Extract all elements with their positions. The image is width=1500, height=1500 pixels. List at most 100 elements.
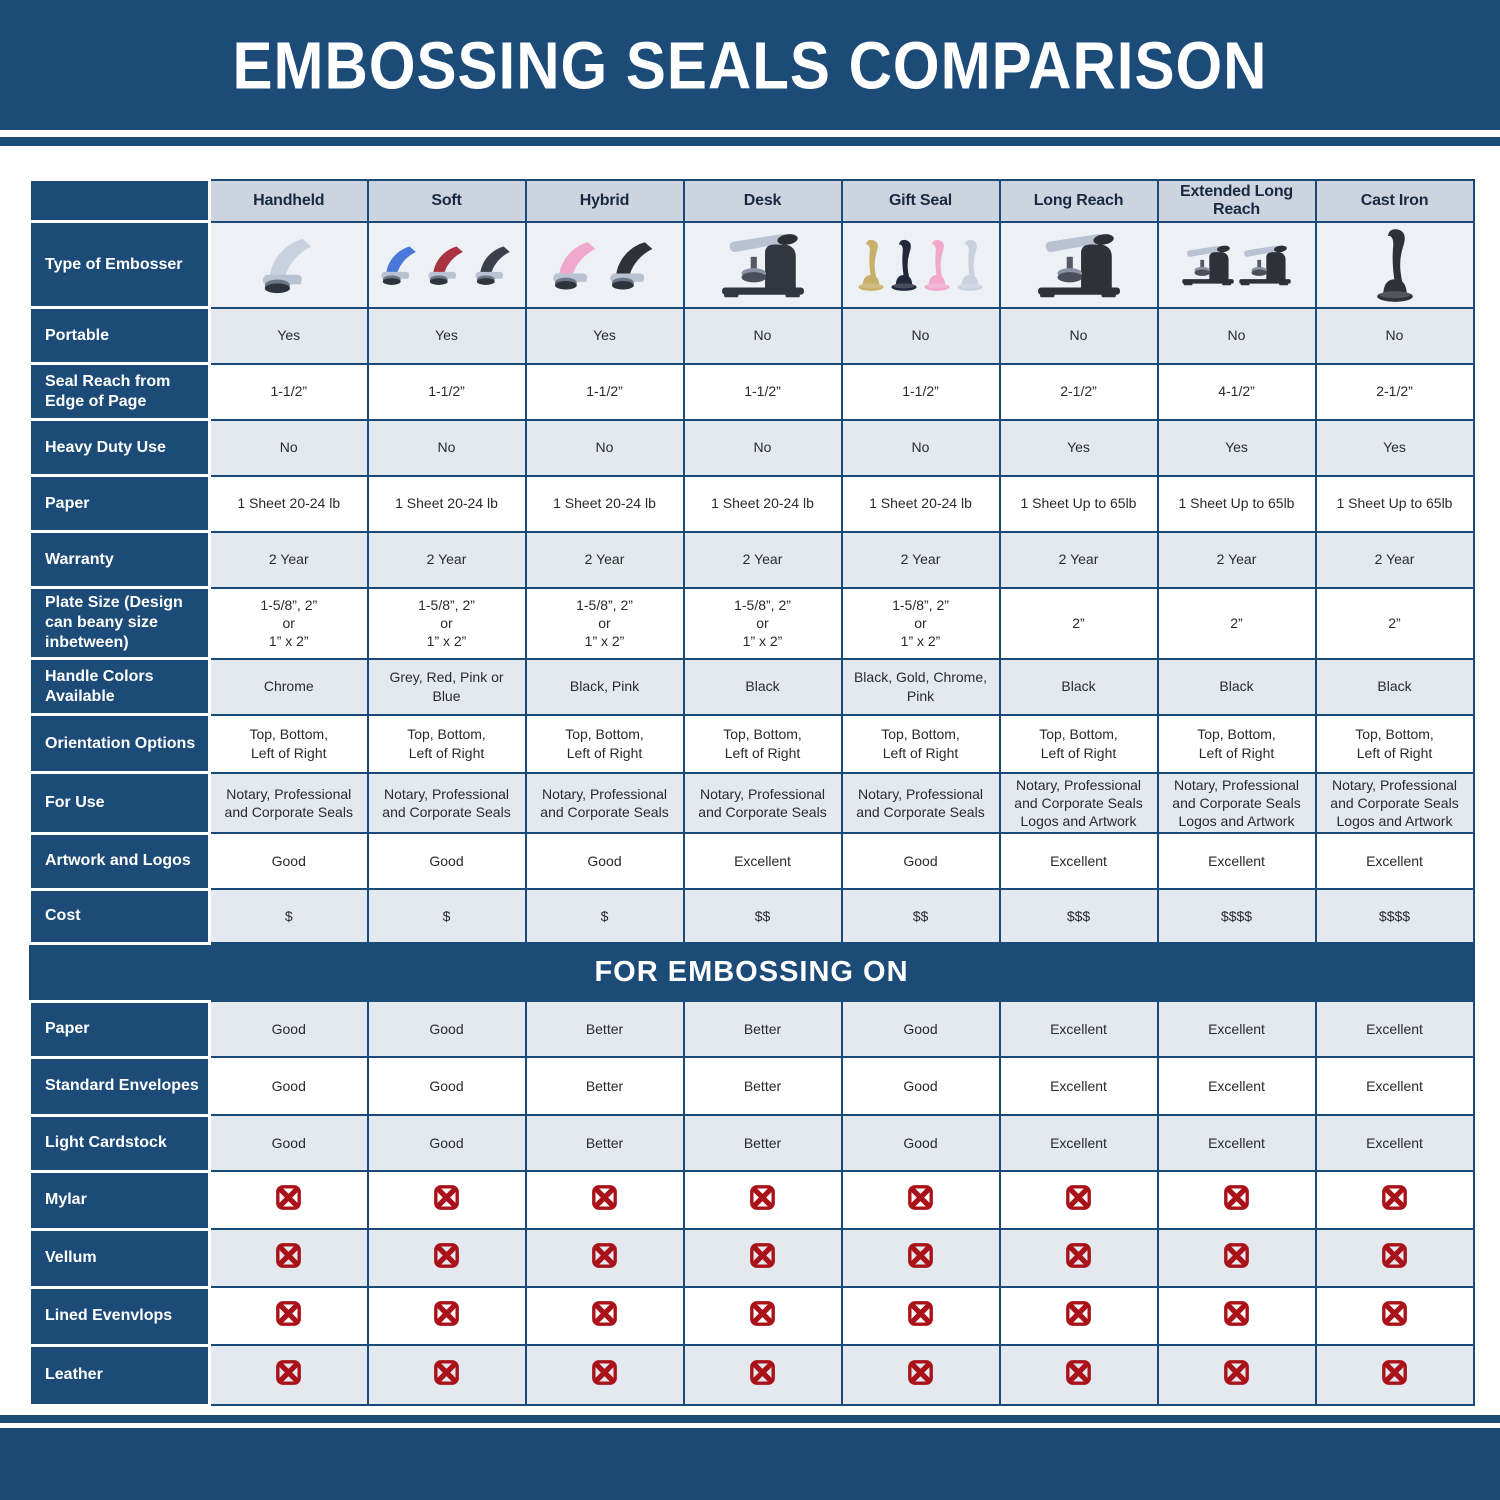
embossing-cell [366,1344,527,1407]
spec-cell: No [682,306,843,365]
embossing-cell: Better [682,1114,843,1173]
embossing-cell [208,1286,369,1347]
long-reach-embosser-photo [1001,229,1157,301]
row-label: Warranty [28,530,211,589]
embossing-cell: Excellent [1156,1114,1317,1173]
red-x-icon [276,1360,302,1386]
spec-cell: 1-5/8”, 2” or 1” x 2” [524,586,685,660]
embosser-upright-shape [858,239,884,291]
spec-cell: Excellent [682,832,843,891]
embossing-cell [1156,1344,1317,1407]
red-x-icon [434,1185,459,1211]
row-label: Leather [28,1343,211,1407]
spec-cell: 2-1/2” [1314,362,1475,421]
spec-cell: Top, Bottom, Left of Right [1314,713,1475,774]
spec-cell: Excellent [998,832,1159,891]
spec-cell: Black, Pink [524,657,685,716]
spec-cell: No [366,418,527,477]
embossing-cell [1314,1344,1475,1407]
spec-cell: Black, Gold, Chrome, Pink [840,657,1001,716]
red-x-icon [434,1243,459,1269]
embossing-cell [208,1228,369,1289]
spec-cell: Black [682,657,843,716]
red-x-icon [1066,1185,1091,1211]
embossing-cell [366,1170,527,1231]
long-reach-embosser-photo [998,220,1159,309]
footer-divider-blue [0,1415,1500,1423]
embossing-cell [1156,1170,1317,1231]
red-x-icon [1224,1360,1249,1386]
embosser-press-shape [262,238,312,293]
spec-cell: Top, Bottom, Left of Right [1156,713,1317,774]
embosser-desk-shape [721,233,804,297]
spec-cell: Notary, Professional and Corporate Seals… [1156,771,1317,835]
embosser-upright-shape [924,239,950,291]
embosser-desk-shape [1037,233,1120,297]
embossing-cell: Better [682,1000,843,1059]
column-header-hybrid: Hybrid [524,178,685,223]
red-x-icon [592,1243,617,1269]
embossing-cell [524,1170,685,1231]
embossing-cell [524,1344,685,1407]
red-x-icon [592,1185,617,1211]
spec-cell: 2” [1314,586,1475,660]
spec-cell: 1 Sheet 20-24 lb [682,474,843,533]
spec-cell: 1 Sheet Up to 65lb [1156,474,1317,533]
spec-cell: 1 Sheet Up to 65lb [1314,474,1475,533]
soft-embossers-photo [366,220,527,309]
embossing-cell: Good [208,1114,369,1173]
row-label: Paper [28,474,211,533]
embossing-cell [840,1286,1001,1347]
spec-cell: No [840,306,1001,365]
spec-cell: 1-1/2” [208,362,369,421]
desk-embosser-photo [685,229,841,301]
spec-cell: Yes [366,306,527,365]
embossing-cell [998,1286,1159,1347]
extended-long-reach-embossers-photo [1159,229,1315,301]
embossing-cell: Excellent [998,1000,1159,1059]
spec-cell: 1 Sheet 20-24 lb [366,474,527,533]
spec-cell: $ [208,888,369,945]
spec-cell: 1-5/8”, 2” or 1” x 2” [366,586,527,660]
embossing-cell: Good [840,1114,1001,1173]
spec-cell: Yes [208,306,369,365]
row-label: Heavy Duty Use [28,418,211,477]
embossing-cell [524,1286,685,1347]
spec-cell: 2 Year [366,530,527,589]
footer-divider-white [0,1423,1500,1428]
embossing-cell [208,1344,369,1407]
spec-cell: Notary, Professional and Corporate Seals… [1314,771,1475,835]
red-x-icon [1224,1301,1249,1327]
column-header-soft: Soft [366,178,527,223]
embossing-cell [1314,1170,1475,1231]
spec-cell: 1 Sheet 20-24 lb [840,474,1001,533]
red-x-icon [434,1360,459,1386]
row-label: Orientation Options [28,713,211,774]
spec-cell: 1 Sheet Up to 65lb [998,474,1159,533]
embossing-cell [998,1228,1159,1289]
column-header-long-reach: Long Reach [998,178,1159,223]
red-x-icon [276,1243,302,1269]
gift-seal-embossers-photo [840,220,1001,309]
row-label: Type of Embosser [28,220,211,309]
spec-cell: 2 Year [682,530,843,589]
spec-cell: Good [366,832,527,891]
spec-cell: Top, Bottom, Left of Right [682,713,843,774]
embossing-cell: Better [524,1056,685,1117]
row-label: Vellum [28,1227,211,1289]
embossing-cell [998,1344,1159,1407]
spec-cell: Notary, Professional and Corporate Seals [366,771,527,835]
row-label: Seal Reach from Edge of Page [28,362,211,421]
red-x-icon [434,1301,459,1327]
row-label: Lined Evenvlops [28,1285,211,1347]
column-header-gift-seal: Gift Seal [840,178,1001,223]
spec-cell: $ [366,888,527,945]
embossing-cell [1314,1228,1475,1289]
spec-cell: $ [524,888,685,945]
embossing-cell [682,1228,843,1289]
red-x-icon [750,1185,775,1211]
spec-cell: Top, Bottom, Left of Right [524,713,685,774]
embosser-press-shape [610,241,653,289]
footer-banner [0,1428,1500,1500]
